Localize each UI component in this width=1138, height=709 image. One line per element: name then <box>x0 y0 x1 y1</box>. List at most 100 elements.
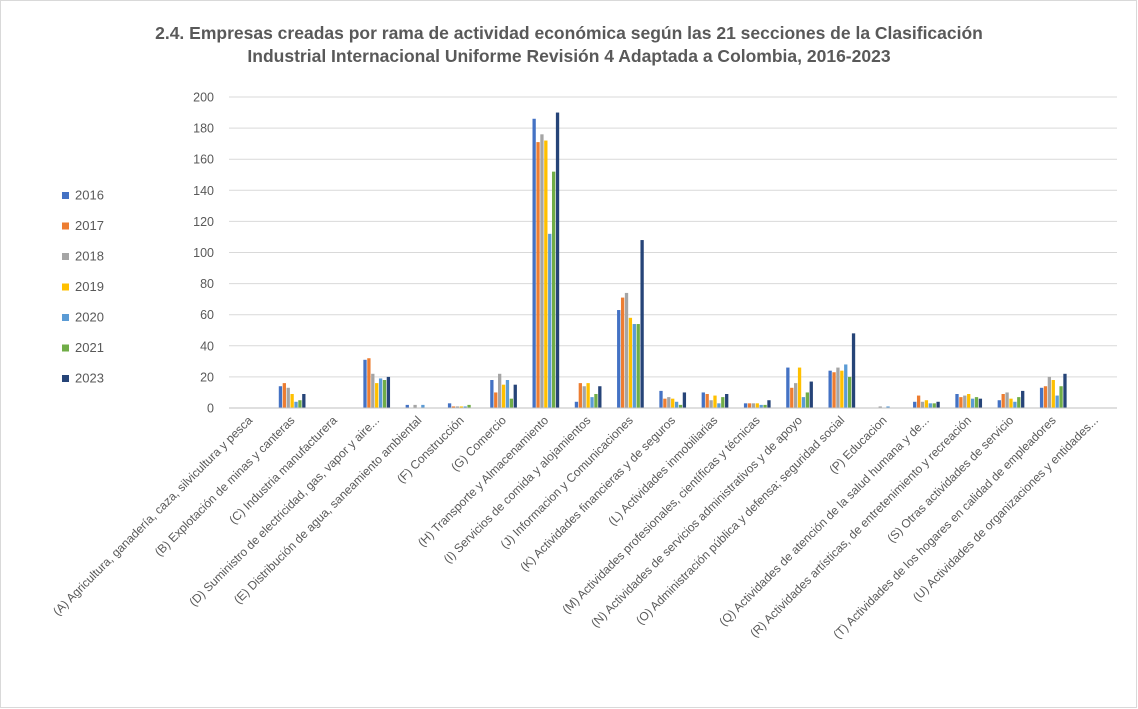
bar <box>974 397 979 408</box>
bar <box>709 400 713 408</box>
category-label: (A) Agricultura, ganadería, caza, silvic… <box>50 413 255 618</box>
bar <box>459 406 463 408</box>
bar <box>617 310 621 408</box>
bar <box>674 401 679 408</box>
bar <box>1047 376 1052 408</box>
bar <box>640 240 644 408</box>
bar <box>1021 390 1025 408</box>
legend-swatch <box>62 222 69 230</box>
bar <box>636 324 640 408</box>
y-axis-ticks: 0 20 40 60 80 100 120 140 160 180 200 <box>193 91 214 416</box>
bar <box>494 392 498 408</box>
bar <box>467 404 471 408</box>
bar <box>509 398 514 408</box>
bar <box>847 376 852 408</box>
legend-entry: 2016 <box>75 188 104 203</box>
bar <box>997 400 1001 408</box>
bar <box>1055 395 1059 408</box>
bar <box>913 401 917 408</box>
bar <box>767 400 771 408</box>
bar <box>671 398 675 408</box>
bar <box>375 383 379 408</box>
y-tick-label: 60 <box>200 308 214 322</box>
category-label: (K) Actividades financieras y de seguros <box>517 413 678 574</box>
bar <box>786 367 790 408</box>
bar <box>1009 398 1013 408</box>
bar <box>594 394 598 408</box>
bar <box>844 364 848 408</box>
bar <box>970 398 975 408</box>
y-tick-label: 100 <box>193 246 214 260</box>
bar <box>544 140 548 409</box>
bar <box>451 406 456 408</box>
legend-swatch <box>62 375 69 382</box>
legend-entry: 2019 <box>75 279 104 294</box>
y-tick-label: 140 <box>193 184 214 198</box>
bar <box>278 386 283 408</box>
y-tick-label: 40 <box>200 339 214 353</box>
bar <box>797 367 802 408</box>
bar <box>790 387 794 408</box>
bar <box>413 404 417 408</box>
bar <box>878 406 882 408</box>
bar <box>490 380 494 408</box>
bar <box>578 383 582 408</box>
bar <box>363 359 367 408</box>
bar <box>794 383 798 408</box>
bar <box>924 400 929 408</box>
bar <box>967 394 971 408</box>
bar <box>713 395 717 408</box>
bar <box>551 171 556 408</box>
bar <box>1005 392 1009 408</box>
bar <box>598 386 602 408</box>
legend-entry: 2020 <box>75 310 104 325</box>
bar <box>532 118 536 409</box>
bar <box>620 297 625 408</box>
bar <box>1043 386 1048 408</box>
bar <box>367 358 371 408</box>
bar <box>590 397 594 408</box>
bar <box>978 398 983 408</box>
bar <box>840 370 844 408</box>
bar <box>386 376 391 408</box>
y-tick-label: 180 <box>193 122 214 136</box>
legend-entry: 2018 <box>75 249 104 264</box>
bar <box>1017 397 1021 408</box>
bar <box>294 401 298 408</box>
bar <box>548 233 552 408</box>
bar <box>405 404 409 408</box>
bar <box>378 378 383 408</box>
bar <box>498 373 502 408</box>
legend-swatch <box>62 192 69 199</box>
bar <box>959 397 963 408</box>
bar <box>705 394 709 408</box>
legend-swatch <box>62 253 69 260</box>
bar <box>302 394 306 408</box>
legend: 2016 2017 2018 2019 2020 2021 2023 <box>62 188 104 386</box>
bar <box>701 392 705 408</box>
bar <box>540 134 544 408</box>
legend-entry: 2021 <box>75 340 104 355</box>
chart-title-line-1: 2.4. Empresas creadas por rama de activi… <box>155 23 983 43</box>
bar <box>932 403 936 408</box>
bar <box>1051 380 1055 408</box>
bar <box>447 403 452 408</box>
bar <box>421 404 425 408</box>
bar <box>751 403 756 408</box>
bar <box>801 397 806 408</box>
bar <box>1059 386 1063 408</box>
bar <box>659 390 663 408</box>
bar <box>743 403 748 408</box>
bar <box>632 324 636 408</box>
bar <box>455 406 460 408</box>
bar <box>805 392 810 408</box>
bar <box>759 404 763 408</box>
bar <box>955 394 959 408</box>
bar <box>725 394 729 408</box>
legend-entry: 2017 <box>75 218 104 233</box>
bar <box>555 112 560 409</box>
bar <box>667 397 671 408</box>
bar <box>851 333 856 408</box>
